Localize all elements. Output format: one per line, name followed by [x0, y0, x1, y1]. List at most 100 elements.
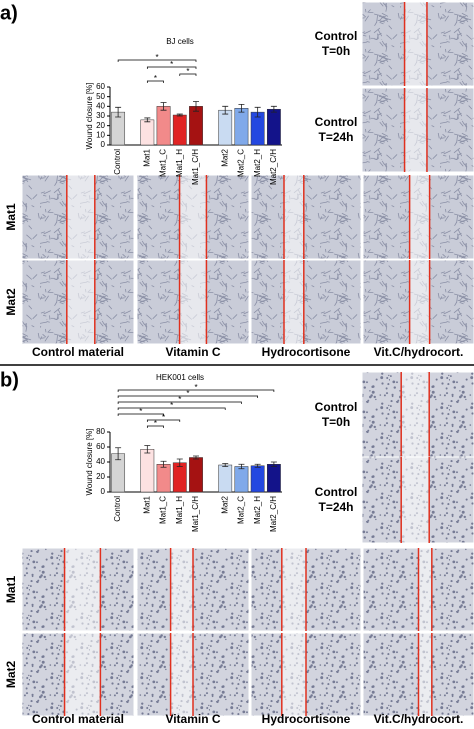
bar: [266, 108, 281, 146]
micrograph: [250, 259, 362, 345]
wound-gap: [418, 633, 432, 716]
side-label: Control: [315, 115, 358, 129]
bar: [172, 114, 187, 146]
x-tick-label: Mat2_C: [237, 496, 246, 524]
wound-gap: [179, 175, 207, 259]
error-bar: [144, 445, 151, 454]
row-label: Mat1: [4, 203, 18, 231]
significance-bracket: [117, 389, 275, 392]
bar: [234, 466, 249, 493]
bar: [218, 464, 233, 493]
column-label: Hydrocortisone: [262, 712, 351, 726]
y-tick-label: 30: [96, 111, 105, 120]
column-label: Vitamin C: [165, 712, 220, 726]
significance-label: *: [170, 60, 173, 69]
wound-gap: [284, 175, 304, 259]
significance-bracket: [117, 407, 226, 410]
y-tick-label: 60: [96, 442, 105, 451]
bar: [156, 106, 171, 146]
error-bar: [270, 461, 277, 467]
x-tick-label: Mat1_H: [175, 149, 184, 177]
significance-label: *: [194, 383, 197, 392]
row-label: Mat1: [4, 576, 18, 604]
panel-label: a): [0, 2, 18, 24]
error-bar: [144, 117, 151, 123]
y-tick-label: 20: [96, 121, 105, 130]
x-tick-label: Mat1_C: [159, 149, 168, 177]
significance-label: *: [155, 53, 158, 62]
chart-title: BJ cells: [166, 37, 194, 46]
bar: [218, 109, 233, 146]
y-axis-label: Wound closure [%]: [85, 83, 94, 150]
error-bar: [270, 105, 277, 113]
side-label: T=24h: [318, 500, 353, 514]
y-tick-label: 0: [101, 140, 106, 149]
x-tick-label: Control: [113, 496, 122, 522]
significance-bracket: [146, 425, 164, 428]
bar: [140, 449, 155, 493]
x-tick-label: Mat1_H: [175, 496, 184, 524]
significance-bracket: [146, 419, 181, 422]
error-bar: [115, 447, 122, 461]
x-tick-label: Mat1: [142, 148, 151, 166]
bar: [172, 462, 187, 493]
x-tick-label: Mat1_C/H: [191, 149, 200, 185]
significance-label: *: [186, 67, 189, 76]
wound-gap: [66, 175, 95, 259]
y-tick-label: 80: [96, 427, 105, 436]
bar: [156, 464, 171, 493]
wound-gap: [401, 372, 430, 458]
significance-label: *: [178, 395, 181, 404]
side-label: Control: [315, 29, 358, 43]
bar: [189, 457, 203, 493]
wound-gap: [64, 548, 101, 631]
significance-label: *: [154, 74, 157, 83]
bar: [250, 465, 265, 493]
x-tick-label: Mat2_H: [253, 149, 262, 177]
error-bar: [193, 455, 199, 460]
x-tick-label: Mat2_C/H: [269, 149, 278, 185]
error-bar: [193, 101, 199, 112]
column-label: Control material: [32, 712, 124, 726]
error-bar: [254, 463, 261, 468]
significance-bracket: [117, 413, 164, 416]
significance-bracket: [117, 59, 197, 62]
x-tick-label: Mat2_H: [253, 496, 262, 524]
wound-gap: [179, 260, 207, 344]
bar: [234, 108, 249, 146]
x-tick-label: Mat1_C: [159, 496, 168, 524]
significance-bracket: [146, 80, 164, 83]
column-label: Vit.C/hydrocort.: [374, 712, 464, 726]
wound-gap: [284, 260, 304, 344]
wound-gap: [64, 633, 101, 716]
error-bar: [238, 104, 245, 113]
chart-title: HEK001 cells: [156, 373, 204, 382]
significance-label: *: [186, 389, 189, 398]
significance-bracket: [179, 73, 197, 76]
significance-bracket: [117, 401, 242, 404]
micrograph: [250, 174, 362, 260]
side-label: T=0h: [322, 415, 350, 429]
bar: [266, 464, 281, 493]
wound-gap: [170, 633, 193, 716]
x-tick-label: Mat2: [220, 148, 229, 166]
x-tick-label: Mat1: [142, 495, 151, 513]
x-tick-label: Control: [113, 149, 122, 175]
y-tick-label: 60: [96, 82, 105, 91]
wound-gap: [404, 2, 427, 86]
wound-gap: [281, 633, 306, 716]
significance-bracket: [146, 66, 197, 69]
column-label: Hydrocortisone: [262, 345, 351, 359]
significance-label: *: [170, 401, 173, 410]
error-bar: [176, 113, 183, 117]
side-label: Control: [315, 400, 358, 414]
column-label: Control material: [32, 345, 124, 359]
y-tick-label: 50: [96, 92, 105, 101]
y-tick-label: 40: [96, 101, 105, 110]
column-label: Vit.C/hydrocort.: [374, 345, 464, 359]
column-label: Vitamin C: [165, 345, 220, 359]
wound-gap: [409, 260, 430, 344]
wound-gap: [404, 88, 427, 172]
significance-bracket: [117, 395, 259, 398]
